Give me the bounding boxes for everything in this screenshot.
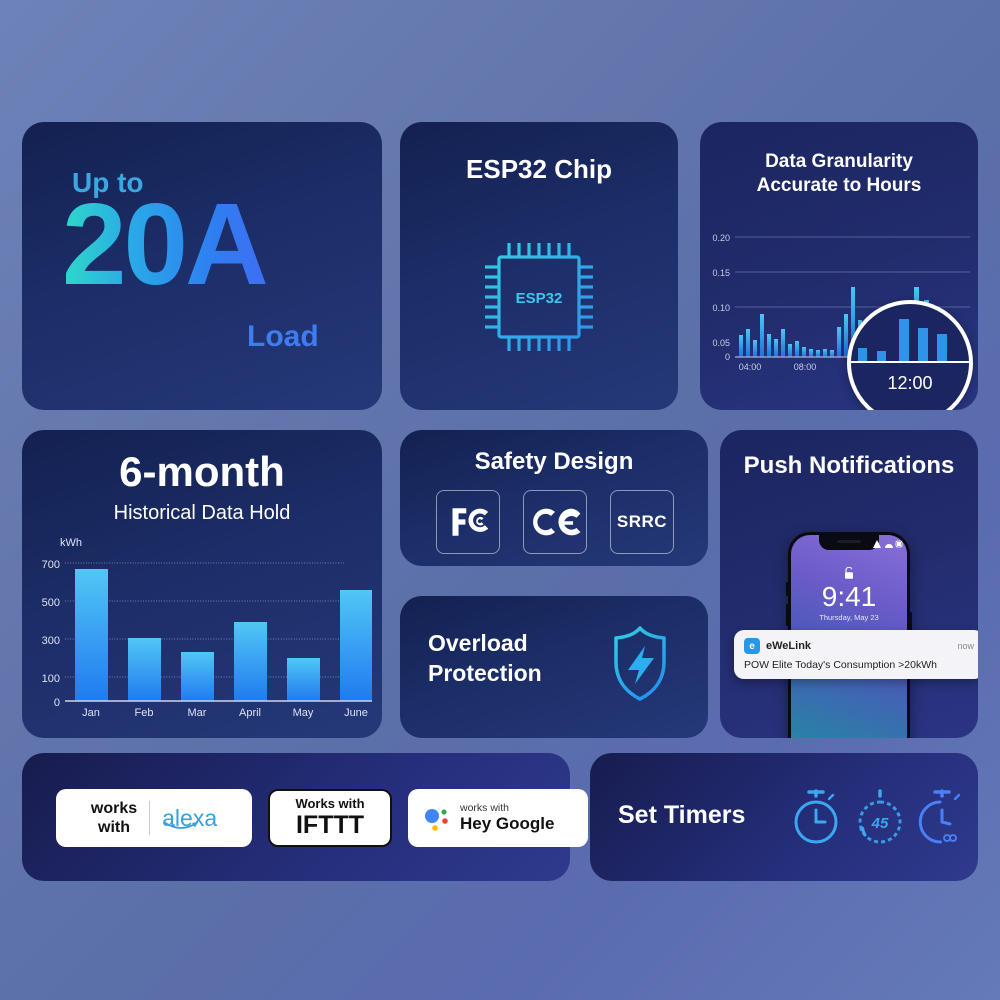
svg-text:kWh: kWh [60,538,82,549]
svg-text:04:00: 04:00 [739,362,762,372]
svg-text:08:00: 08:00 [794,362,817,372]
svg-text:April: April [239,707,261,719]
svg-text:ESP32: ESP32 [516,290,563,307]
svg-text:0.10: 0.10 [712,303,730,313]
svg-text:Feb: Feb [135,707,154,719]
svg-text:Jan: Jan [82,707,100,719]
svg-text:0: 0 [54,697,60,709]
svg-text:100: 100 [42,673,60,685]
svg-text:Mar: Mar [188,707,207,719]
svg-text:0.20: 0.20 [712,233,730,243]
svg-text:0.15: 0.15 [712,268,730,278]
svg-text:45: 45 [871,815,889,832]
svg-text:June: June [344,707,368,719]
svg-text:300: 300 [42,635,60,647]
svg-text:0: 0 [725,352,730,362]
svg-text:500: 500 [42,597,60,609]
svg-text:May: May [293,707,314,719]
svg-text:0.05: 0.05 [712,338,730,348]
svg-text:700: 700 [42,559,60,571]
